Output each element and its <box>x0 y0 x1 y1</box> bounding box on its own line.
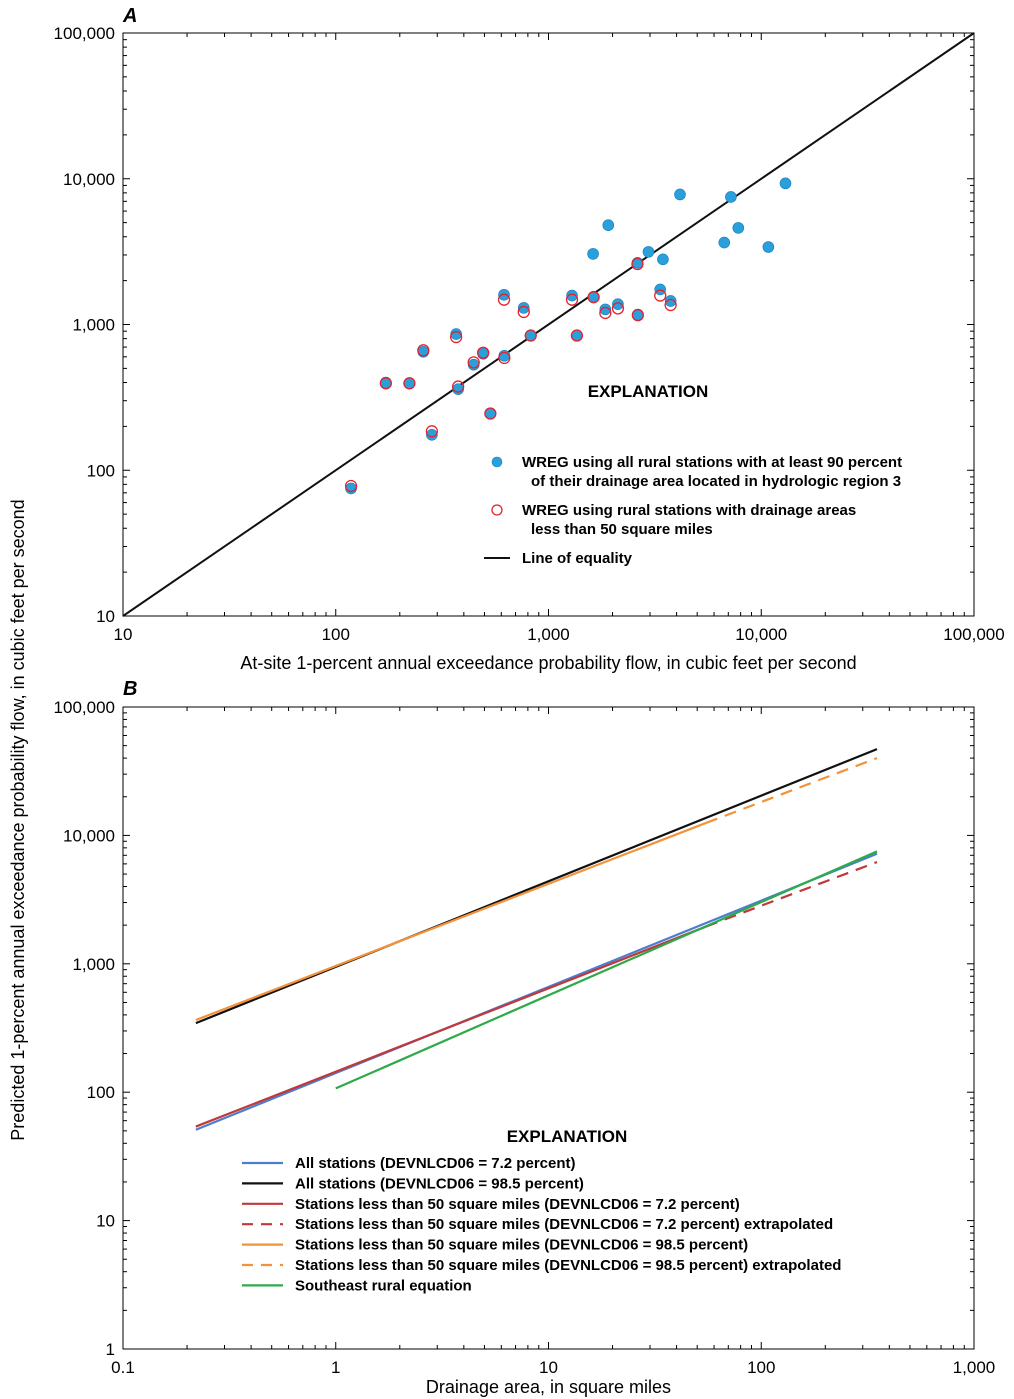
series-line <box>706 758 877 823</box>
panel-a-y-tick-label: 100 <box>87 461 115 480</box>
panel-b-x-tick-label: 1,000 <box>953 1358 996 1377</box>
panel-a-x-tick-label: 10,000 <box>735 625 787 644</box>
scatter-point-all-rural <box>733 222 744 233</box>
panel-b-legend-label: Southeast rural equation <box>295 1277 472 1294</box>
scatter-point-all-rural <box>780 178 791 189</box>
legend-symbol-open-circle <box>492 505 502 515</box>
panel-b-legend-label: All stations (DEVNLCD06 = 7.2 percent) <box>295 1155 576 1172</box>
panel-b-chart: B 0.1 1 10 100 1,0001101001,00010,000100,000… <box>54 678 996 1397</box>
scatter-point-all-rural <box>763 242 774 253</box>
panel-a-x-tick-label: 1,000 <box>527 625 570 644</box>
scatter-point-all-rural <box>719 237 730 248</box>
panel-b-legend-label: Stations less than 50 square miles (DEVN… <box>295 1257 841 1274</box>
panel-b-data <box>196 749 877 1130</box>
panel-b-y-tick-label: 100,000 <box>54 698 115 717</box>
scatter-point-all-rural <box>725 191 736 202</box>
panel-b-legend-label: Stations less than 50 square miles (DEVN… <box>295 1237 748 1254</box>
series-line <box>196 823 706 1020</box>
panel-b-legend-label: All stations (DEVNLCD06 = 98.5 percent) <box>295 1175 584 1192</box>
panel-a-legend: EXPLANATION WREG using all rural stations… <box>484 382 902 567</box>
panel-b-legend-label: Stations less than 50 square miles (DEVN… <box>295 1216 833 1233</box>
panel-b-x-tick-label: 10 <box>539 1358 558 1377</box>
panel-a-x-tick-label: 10 <box>114 625 133 644</box>
panel-b-letter: B <box>123 678 137 700</box>
panel-a-y-tick-label: 10,000 <box>63 170 115 189</box>
panel-a-x-axis-title: At-site 1-percent annual exceedance prob… <box>240 653 856 673</box>
panel-a-legend-title: EXPLANATION <box>588 382 709 401</box>
scatter-point-all-rural <box>643 246 654 257</box>
series-line <box>196 927 706 1127</box>
panel-a-chart: A 10 100 1,000 10,000 100,000 10 100 1,000 10,00… <box>54 5 1005 673</box>
panel-b-legend-label: Stations less than 50 square miles (DEVN… <box>295 1196 740 1213</box>
scatter-point-all-rural <box>674 189 685 200</box>
panel-a-legend-label: of their drainage area located in hydrol… <box>531 473 901 490</box>
panel-a-y-tick-label: 1,000 <box>72 316 115 335</box>
panel-b-legend-title: EXPLANATION <box>507 1127 628 1146</box>
y-axis-title: Predicted 1-percent annual exceedance pr… <box>8 499 28 1140</box>
series-line <box>336 851 877 1088</box>
panel-b-legend: EXPLANATION All stations (DEVNLCD06 = 7.2… <box>242 1127 841 1294</box>
panel-b-y-tick-label: 1 <box>106 1340 115 1359</box>
panel-b-y-tick-label: 100 <box>87 1083 115 1102</box>
series-line <box>706 862 877 927</box>
scatter-point-all-rural <box>453 384 464 395</box>
panel-b-y-tick-label: 10 <box>96 1212 115 1231</box>
scatter-point-all-rural <box>478 348 489 359</box>
panel-b-x-axis-title: Drainage area, in square miles <box>426 1377 671 1397</box>
panel-a-legend-label: WREG using rural stations with drainage … <box>522 502 856 519</box>
scatter-point-all-rural <box>603 220 614 231</box>
panel-a-y-tick-label: 10 <box>96 607 115 626</box>
panel-a-y-tick-label: 100,000 <box>54 24 115 43</box>
panel-b-y-tick-label: 10,000 <box>63 826 115 845</box>
panel-a-x-tick-label: 100,000 <box>943 625 1004 644</box>
panel-b-x-tick-label: 1 <box>331 1358 340 1377</box>
panel-a-legend-label: WREG using all rural stations with at le… <box>522 454 902 471</box>
panel-b-x-tick-label: 0.1 <box>111 1358 135 1377</box>
series-line <box>196 749 877 1023</box>
panel-a-letter: A <box>122 5 137 27</box>
panel-b-x-tick-label: 100 <box>747 1358 775 1377</box>
scatter-point-all-rural <box>346 483 357 494</box>
scatter-point-all-rural <box>588 248 599 259</box>
scatter-point-all-rural <box>657 254 668 265</box>
panel-a-x-tick-label: 100 <box>322 625 350 644</box>
panel-a-legend-label: less than 50 square miles <box>531 521 713 538</box>
legend-symbol-filled-circle <box>492 457 502 467</box>
panel-b-y-tick-label: 1,000 <box>72 955 115 974</box>
scatter-point-all-rural <box>468 359 479 370</box>
panel-a-legend-label: Line of equality <box>522 550 633 567</box>
